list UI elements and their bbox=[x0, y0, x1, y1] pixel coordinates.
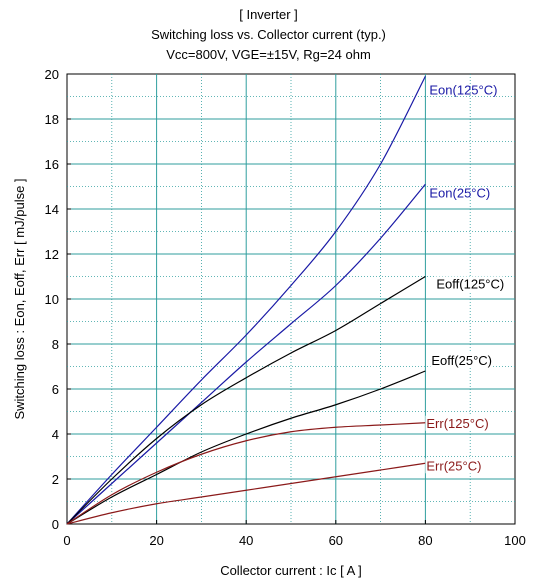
x-axis-label: Collector current : Ic [ A ] bbox=[220, 563, 362, 578]
series-label: Eoff(125°C) bbox=[436, 277, 504, 292]
y-tick-label: 2 bbox=[52, 472, 59, 487]
series-line bbox=[66, 75, 426, 525]
series-lines bbox=[66, 75, 426, 525]
x-tick-label: 60 bbox=[329, 533, 343, 548]
series-label-background bbox=[425, 458, 483, 474]
y-tick-label: 6 bbox=[52, 382, 59, 397]
series-labels: Eon(125°C) Eon(25°C) Eoff(125°C) Eoff(25°C)… bbox=[425, 82, 506, 474]
y-tick-label: 20 bbox=[45, 67, 59, 82]
y-tick-label: 12 bbox=[45, 247, 59, 262]
series-label-background bbox=[430, 353, 494, 368]
axis-ticks: 0 20 40 60 80 100 0 2 4 6 8 10 12 14 16 18 20 bbox=[45, 67, 526, 548]
y-tick-label: 10 bbox=[45, 292, 59, 307]
y-tick-label: 4 bbox=[52, 427, 59, 442]
x-tick-label: 80 bbox=[418, 533, 432, 548]
series-line bbox=[66, 462, 426, 525]
series-label: Eoff(25°C) bbox=[431, 353, 492, 368]
x-tick-label: 40 bbox=[239, 533, 253, 548]
y-tick-label: 8 bbox=[52, 337, 59, 352]
y-tick-label: 14 bbox=[45, 202, 59, 217]
series-label-background bbox=[435, 276, 506, 292]
y-tick-label: 18 bbox=[45, 112, 59, 127]
chart-conditions: Vcc=800V, VGE=±15V, Rg=24 ohm bbox=[166, 47, 371, 62]
y-tick-label: 16 bbox=[45, 157, 59, 172]
series-label-background bbox=[425, 415, 490, 431]
series-line bbox=[66, 275, 426, 525]
grid bbox=[67, 74, 515, 524]
series-line bbox=[66, 422, 426, 525]
series-label: Eon(125°C) bbox=[429, 82, 497, 97]
chart-title: [ Inverter ] bbox=[239, 7, 298, 22]
y-axis-label: Switching loss : Eon, Eoff, Err [ mJ/pul… bbox=[12, 178, 27, 419]
series-line bbox=[66, 183, 426, 525]
x-tick-label: 100 bbox=[504, 533, 526, 548]
x-tick-label: 20 bbox=[149, 533, 163, 548]
chart-subtitle: Switching loss vs. Collector current (ty… bbox=[151, 27, 386, 42]
x-tick-label: 0 bbox=[63, 533, 70, 548]
y-tick-label: 0 bbox=[52, 517, 59, 532]
series-label: Err(125°C) bbox=[426, 416, 488, 431]
series-label: Err(25°C) bbox=[426, 458, 481, 473]
series-line bbox=[66, 370, 426, 525]
series-label: Eon(25°C) bbox=[429, 185, 490, 200]
